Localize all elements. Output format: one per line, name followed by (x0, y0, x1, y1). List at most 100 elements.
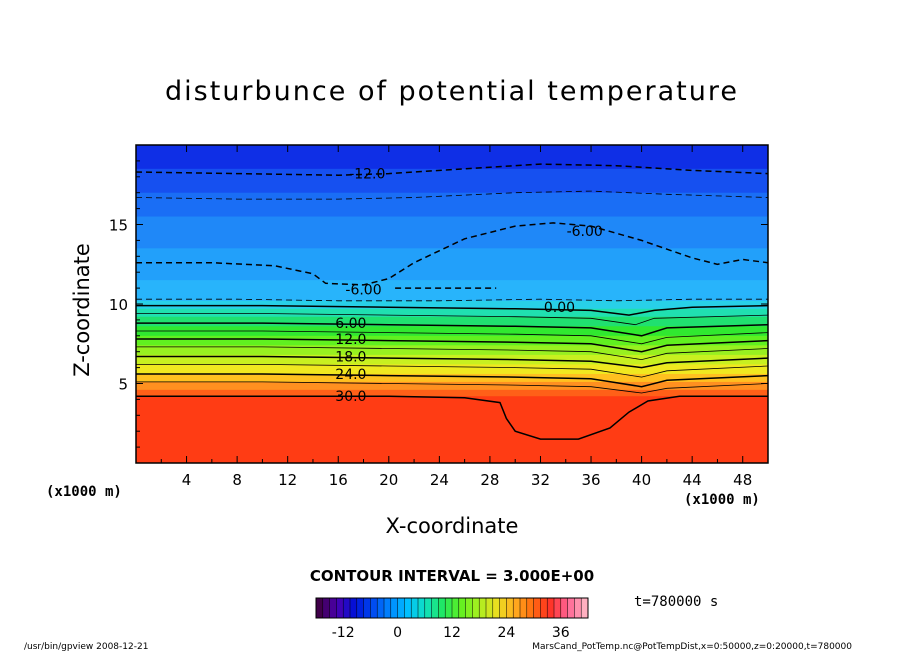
colorbar-cell (370, 598, 378, 618)
color-band (136, 280, 768, 302)
contour-line (136, 322, 768, 337)
colorbar-cell (343, 598, 351, 618)
contour-label: -6.00 (345, 283, 381, 299)
contour-label: 18.0 (335, 349, 366, 365)
colorbar-tick-label: 24 (497, 625, 515, 641)
contour-line (136, 395, 768, 440)
x-tick-label: 36 (581, 471, 600, 489)
contour-line (136, 346, 768, 361)
x-tick-label: 16 (329, 471, 348, 489)
colorbar-tick-label: 12 (443, 625, 461, 641)
colorbar-cell (445, 598, 453, 618)
colorbar-tick-label: 36 (552, 625, 570, 641)
colorbar-cell (581, 598, 589, 618)
color-band (136, 345, 768, 356)
colorbar-cell (424, 598, 432, 618)
x-tick-label: 4 (182, 471, 192, 489)
colorbar-cell (526, 598, 534, 618)
time-label: t=780000 s (634, 594, 719, 610)
color-band (136, 364, 768, 375)
colorbar-cell (560, 598, 568, 618)
contour-line (136, 304, 768, 316)
colorbar-cell (438, 598, 446, 618)
x-unit-right: (x1000 m) (684, 492, 760, 508)
color-band (136, 248, 768, 281)
contour-line (136, 298, 768, 302)
footer-left: /usr/bin/gpview 2008-12-21 (24, 642, 149, 652)
color-band (136, 192, 768, 218)
colorbar-cell (404, 598, 412, 618)
colorbar-tick-label: 0 (393, 625, 402, 641)
colorbar-cell (567, 598, 575, 618)
colorbar-cell (479, 598, 487, 618)
colorbar-cell (452, 598, 460, 618)
contour-line (136, 373, 768, 388)
contour-line (136, 222, 768, 286)
contour-line (136, 330, 768, 345)
x-tick-label: 24 (430, 471, 449, 489)
colorbar-cell (547, 598, 555, 618)
colorbar-cell (492, 598, 500, 618)
contour-line (136, 355, 768, 369)
color-band (136, 216, 768, 249)
colorbar-cell (458, 598, 466, 618)
colorbar-cell (499, 598, 507, 618)
colorbar-cell (533, 598, 541, 618)
contour-interval: CONTOUR INTERVAL = 3.000E+00 (309, 567, 595, 585)
colorbar-cell (513, 598, 521, 618)
contour-line (136, 338, 768, 353)
contour-line (136, 364, 768, 378)
colorbar-cell (506, 598, 514, 618)
color-band (136, 354, 768, 365)
colorbar-cell (322, 598, 330, 618)
colorbar-tick-label: -12 (332, 625, 355, 641)
x-tick-label: 48 (733, 471, 752, 489)
colorbar-cell (472, 598, 480, 618)
colorbar-cell (431, 598, 439, 618)
colorbar-cell (390, 598, 398, 618)
x-tick-label: 8 (232, 471, 242, 489)
color-band (136, 308, 768, 318)
colorbar-cell (411, 598, 419, 618)
colorbar-cell (520, 598, 528, 618)
contour-label: 24.0 (335, 367, 366, 383)
contour-line (136, 313, 768, 326)
contour-line (136, 163, 768, 176)
colorbar-cell (336, 598, 344, 618)
x-tick-label: 44 (683, 471, 702, 489)
colorbar-cell (418, 598, 426, 618)
colorbar-cell (574, 598, 582, 618)
contour-label: 30.0 (335, 389, 366, 405)
x-tick-label: 28 (480, 471, 499, 489)
color-band (136, 145, 768, 170)
colorbar-cell (350, 598, 358, 618)
color-band (136, 300, 768, 310)
x-axis-label: X-coordinate (385, 514, 519, 538)
x-tick-label: 20 (379, 471, 398, 489)
colorbar-cell (540, 598, 548, 618)
y-tick-label: 5 (118, 376, 128, 394)
y-tick-label: 15 (109, 217, 128, 235)
colorbar-cell (363, 598, 371, 618)
color-band (136, 168, 768, 194)
color-band (136, 381, 768, 391)
contour-line (136, 381, 768, 394)
contour-label: -12.0 (349, 167, 385, 183)
colorbar-cell (486, 598, 494, 618)
color-band (136, 396, 768, 463)
contour-label: 0.00 (544, 300, 575, 316)
color-band (136, 326, 768, 337)
chart-title: disturbunce of potential temperature (165, 76, 739, 107)
colorbar-cell (356, 598, 364, 618)
contour-label: -6.00 (567, 224, 603, 240)
x-unit-left: (x1000 m) (46, 484, 122, 500)
color-band (136, 389, 768, 397)
color-band (136, 373, 768, 383)
contour-label: 12.0 (335, 332, 366, 348)
colorbar-cell (316, 598, 324, 618)
color-band (136, 316, 768, 327)
colorbar-cell (377, 598, 385, 618)
colorbar-cell (397, 598, 405, 618)
